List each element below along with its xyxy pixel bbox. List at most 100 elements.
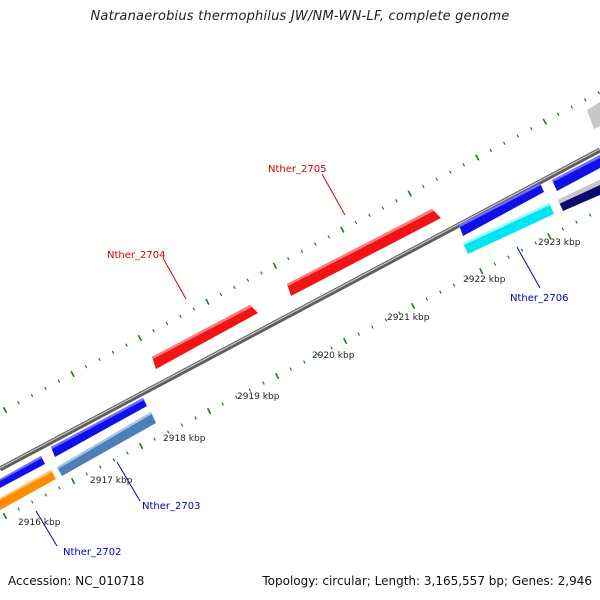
forward-gene-red-2[interactable] — [287, 209, 441, 296]
scale-tick — [221, 402, 224, 406]
scale-label-2922: 2922 kbp — [463, 275, 506, 285]
scale-tick — [422, 184, 425, 189]
reverse-gene-navy[interactable] — [558, 180, 600, 211]
scale-tick — [462, 163, 466, 167]
scale-tick — [235, 395, 238, 399]
scale-tick — [2, 406, 8, 414]
scale-tick — [300, 249, 304, 254]
scale-tick — [166, 430, 170, 434]
scale-tick — [410, 302, 416, 310]
scale-tick — [542, 118, 548, 125]
scale-tick — [58, 486, 61, 490]
scale-tick — [274, 372, 280, 380]
outer-tick-track — [2, 91, 600, 414]
scale-tick — [206, 407, 212, 415]
scale-tick — [248, 388, 252, 392]
scale-tick — [246, 278, 250, 282]
reverse-gene-blue-3[interactable] — [459, 183, 544, 236]
scale-tick — [111, 350, 115, 354]
leader-line-nther-2703 — [116, 461, 141, 502]
scale-label-2916: 2916 kbp — [18, 518, 61, 528]
scale-tick — [152, 329, 155, 333]
scale-tick — [165, 321, 169, 326]
scale-tick — [98, 465, 102, 469]
reverse-gene-blue-2[interactable] — [51, 398, 147, 457]
scale-label-2920: 2920 kbp — [312, 351, 355, 361]
scale-tick — [303, 360, 306, 364]
scale-tick — [17, 401, 20, 405]
scale-tick — [153, 437, 156, 441]
scale-tick — [439, 290, 442, 294]
scale-tick — [516, 134, 520, 138]
scale-tick — [314, 242, 317, 246]
scale-tick — [44, 386, 47, 391]
gene-label-nther-2703: Nther_2703 — [142, 501, 200, 512]
scale-tick — [179, 314, 182, 318]
scale-tick — [493, 262, 497, 266]
forward-gene-red-1[interactable] — [152, 305, 258, 369]
scale-tick — [371, 325, 374, 329]
scale-tick — [570, 105, 574, 109]
reverse-gene-blue-1[interactable] — [0, 456, 45, 488]
scale-tick — [466, 276, 469, 280]
genome-backbone — [0, 147, 600, 472]
gene-label-nther-2704: Nther_2704 — [107, 250, 165, 261]
scale-tick — [233, 285, 236, 290]
scale-label-2919: 2919 kbp — [237, 392, 280, 402]
scale-tick — [327, 235, 331, 239]
scale-tick — [407, 190, 413, 197]
scale-tick — [192, 307, 196, 311]
scale-tick — [30, 500, 34, 504]
scale-tick — [219, 292, 223, 297]
scale-tick — [205, 298, 210, 305]
reverse-gene-blue-4[interactable] — [552, 155, 600, 191]
scale-tick — [381, 206, 385, 210]
scale-tick — [316, 353, 320, 357]
scale-tick — [138, 442, 144, 450]
scale-tick — [260, 271, 263, 275]
scale-tick — [84, 365, 88, 369]
scale-tick — [289, 367, 293, 371]
scale-tick — [85, 472, 88, 476]
gene-label-nther-2706: Nther_2706 — [510, 293, 568, 304]
scale-tick — [395, 199, 398, 203]
genome-summary-text: Topology: circular; Length: 3,165,557 bp… — [262, 574, 592, 588]
leader-line-nther-2704 — [162, 257, 187, 300]
scale-tick — [44, 493, 48, 497]
scale-tick — [194, 416, 197, 420]
gene-label-nther-2705: Nther_2705 — [268, 164, 326, 175]
scale-tick — [502, 141, 506, 145]
scale-tick — [448, 170, 452, 174]
scale-tick — [57, 379, 61, 383]
scale-tick — [556, 112, 560, 116]
scale-tick — [479, 267, 484, 275]
scale-tick — [30, 393, 34, 398]
scale-tick — [475, 154, 480, 161]
scale-tick — [342, 337, 348, 345]
gene-label-nther-2702: Nther_2702 — [63, 547, 121, 558]
leader-line-nther-2702 — [35, 510, 58, 547]
scale-label-2918: 2918 kbp — [163, 434, 206, 444]
reverse-gene-steelblue[interactable] — [57, 412, 156, 476]
scale-tick — [597, 91, 600, 95]
scale-tick — [180, 423, 184, 427]
map-title: Natranaerobius thermophilus JW/NM-WN-LF,… — [90, 9, 510, 24]
scale-tick — [583, 98, 587, 102]
scale-tick — [272, 262, 278, 269]
scale-tick — [435, 177, 439, 181]
scale-tick — [561, 227, 565, 231]
scale-tick — [520, 248, 524, 252]
scale-tick — [330, 346, 333, 350]
scale-tick — [384, 318, 388, 322]
scale-tick — [126, 451, 129, 455]
scale-tick — [507, 255, 510, 259]
scale-tick — [489, 148, 493, 153]
scale-tick — [125, 343, 128, 347]
reverse-gene-orange[interactable] — [0, 470, 56, 510]
leader-line-nther-2705 — [321, 173, 346, 216]
reverse-gene-grey[interactable] — [587, 102, 600, 129]
scale-tick — [588, 213, 592, 217]
reverse-gene-cyan[interactable] — [463, 203, 554, 254]
